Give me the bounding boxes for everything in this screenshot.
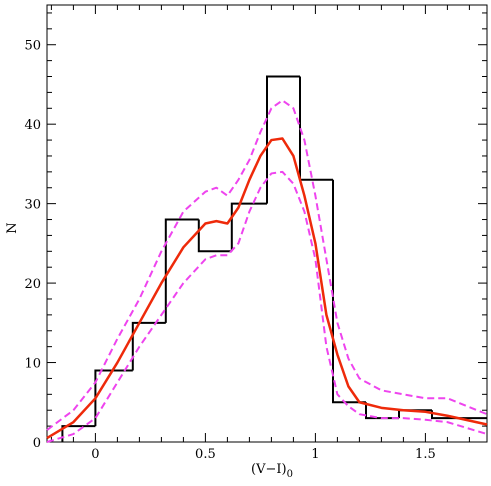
chart-marks bbox=[46, 75, 488, 443]
histogram-bar bbox=[61, 425, 96, 442]
y-tick-label: 40 bbox=[24, 118, 41, 133]
smoothed-curve bbox=[46, 137, 488, 440]
x-tick-label: 0.5 bbox=[195, 447, 216, 462]
x-axis-label-subscript: 0 bbox=[287, 469, 293, 480]
histogram-bar bbox=[332, 179, 366, 404]
histogram-bar bbox=[230, 202, 267, 252]
y-tick-label: 0 bbox=[33, 436, 41, 451]
upper-bound-curve bbox=[46, 99, 488, 431]
y-tick-label: 30 bbox=[24, 198, 41, 213]
axis-tick-labels: 0 0.5 1 1.5 0 10 20 30 40 50 bbox=[24, 39, 435, 462]
x-tick-label: 1.5 bbox=[415, 447, 436, 462]
histogram-bar bbox=[131, 321, 166, 371]
plot-frame bbox=[46, 4, 488, 443]
x-axis-label: (V−I)0 bbox=[251, 462, 293, 480]
x-tick-label: 0 bbox=[91, 447, 99, 462]
y-tick-label: 50 bbox=[24, 39, 41, 54]
histogram-bar bbox=[266, 75, 300, 204]
axis-ticks bbox=[47, 5, 487, 443]
y-tick-label: 20 bbox=[24, 277, 41, 292]
histogram-bar bbox=[299, 76, 333, 181]
histogram-bar bbox=[94, 369, 133, 427]
y-axis-label: N bbox=[5, 222, 20, 233]
histogram-bar bbox=[365, 402, 399, 420]
y-tick-label: 10 bbox=[24, 357, 41, 372]
lower-bound-curve bbox=[46, 170, 488, 443]
histogram-bar bbox=[164, 218, 199, 323]
x-tick-label: 1 bbox=[311, 447, 319, 462]
